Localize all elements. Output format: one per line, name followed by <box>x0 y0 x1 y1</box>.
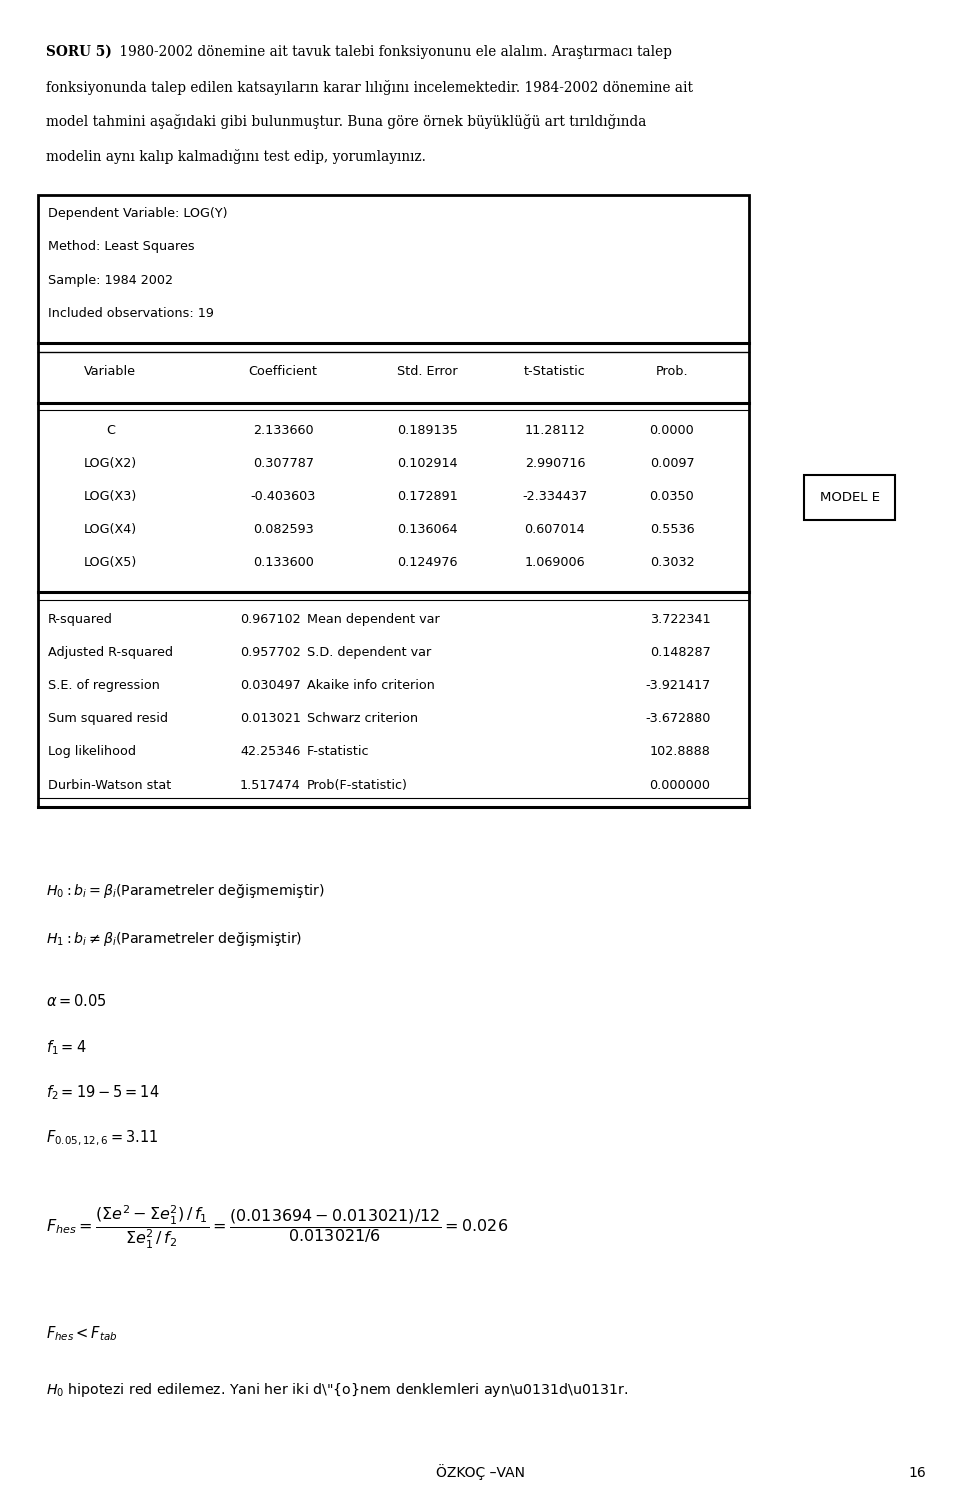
Text: 3.722341: 3.722341 <box>650 613 710 627</box>
Text: LOG(X4): LOG(X4) <box>84 523 137 537</box>
Text: modelin aynı kalıp kalmadığını test edip, yorumlayınız.: modelin aynı kalıp kalmadığını test edip… <box>46 149 426 164</box>
Text: 2.133660: 2.133660 <box>252 424 314 437</box>
Text: Method: Least Squares: Method: Least Squares <box>48 240 195 254</box>
Text: -3.921417: -3.921417 <box>645 679 710 693</box>
Text: Included observations: 19: Included observations: 19 <box>48 307 214 320</box>
Text: Std. Error: Std. Error <box>396 365 458 379</box>
Text: R-squared: R-squared <box>48 613 113 627</box>
Text: 102.8888: 102.8888 <box>650 745 710 759</box>
Text: $f_1 = 4$: $f_1 = 4$ <box>46 1039 86 1057</box>
Text: 0.030497: 0.030497 <box>240 679 300 693</box>
Text: Dependent Variable: LOG(Y): Dependent Variable: LOG(Y) <box>48 207 228 221</box>
Text: -3.672880: -3.672880 <box>645 712 710 726</box>
Text: Sample: 1984 2002: Sample: 1984 2002 <box>48 274 173 287</box>
Text: 0.136064: 0.136064 <box>396 523 458 537</box>
Text: 0.607014: 0.607014 <box>524 523 586 537</box>
Text: $H_1 : b_i \neq \beta_i$(Parametreler değişmiştir): $H_1 : b_i \neq \beta_i$(Parametreler de… <box>46 930 302 948</box>
Text: Schwarz criterion: Schwarz criterion <box>307 712 419 726</box>
Text: Adjusted R-squared: Adjusted R-squared <box>48 646 173 660</box>
Text: $F_{0.05,12,6} = 3.11$: $F_{0.05,12,6} = 3.11$ <box>46 1129 158 1148</box>
Text: 42.25346: 42.25346 <box>240 745 300 759</box>
Text: Mean dependent var: Mean dependent var <box>307 613 440 627</box>
Text: Coefficient: Coefficient <box>249 365 318 379</box>
Text: $f_2 = 19 - 5 = 14$: $f_2 = 19 - 5 = 14$ <box>46 1084 159 1102</box>
Text: 0.3032: 0.3032 <box>650 556 694 570</box>
Text: 0.189135: 0.189135 <box>396 424 458 437</box>
Text: 0.0000: 0.0000 <box>650 424 694 437</box>
Text: t-Statistic: t-Statistic <box>524 365 586 379</box>
Text: 0.082593: 0.082593 <box>252 523 314 537</box>
Text: MODEL E: MODEL E <box>820 491 879 504</box>
Text: F-statistic: F-statistic <box>307 745 370 759</box>
Text: 0.0097: 0.0097 <box>650 457 694 470</box>
Text: Akaike info criterion: Akaike info criterion <box>307 679 435 693</box>
Text: 0.102914: 0.102914 <box>396 457 458 470</box>
Text: 1.069006: 1.069006 <box>524 556 586 570</box>
Text: LOG(X5): LOG(X5) <box>84 556 137 570</box>
Text: $H_0$ hipotezi red edilemez. Yani her iki d\"{o}nem denklemleri ayn\u0131d\u0131: $H_0$ hipotezi red edilemez. Yani her ik… <box>46 1381 628 1399</box>
Text: S.E. of regression: S.E. of regression <box>48 679 160 693</box>
Text: 0.133600: 0.133600 <box>252 556 314 570</box>
Text: Variable: Variable <box>84 365 136 379</box>
Text: Sum squared resid: Sum squared resid <box>48 712 168 726</box>
Text: -2.334437: -2.334437 <box>522 490 588 504</box>
Text: 0.0350: 0.0350 <box>650 490 694 504</box>
FancyBboxPatch shape <box>38 195 749 807</box>
Text: $\alpha = 0.05$: $\alpha = 0.05$ <box>46 993 107 1010</box>
Text: 0.307787: 0.307787 <box>252 457 314 470</box>
Text: 16: 16 <box>909 1467 926 1480</box>
Text: 0.000000: 0.000000 <box>649 779 710 792</box>
Text: SORU 5): SORU 5) <box>46 45 111 59</box>
Text: 11.28112: 11.28112 <box>524 424 586 437</box>
Text: model tahmini aşağıdaki gibi bulunmuştur. Buna göre örnek büyüklüğü art tırıldığ: model tahmini aşağıdaki gibi bulunmuştur… <box>46 114 646 129</box>
Text: 1980-2002 dönemine ait tavuk talebi fonksiyonunu ele alalım. Araştırmacı talep: 1980-2002 dönemine ait tavuk talebi fonk… <box>115 45 672 59</box>
Text: 0.013021: 0.013021 <box>240 712 300 726</box>
Text: S.D. dependent var: S.D. dependent var <box>307 646 431 660</box>
Text: $F_{hes} = \dfrac{(\Sigma e^2 - \Sigma e_1^2)\,/\,f_1}{\Sigma e_1^2\,/\,f_2} = \: $F_{hes} = \dfrac{(\Sigma e^2 - \Sigma e… <box>46 1204 508 1252</box>
Text: 2.990716: 2.990716 <box>524 457 586 470</box>
Text: ÖZKOÇ –VAN: ÖZKOÇ –VAN <box>436 1464 524 1480</box>
Text: LOG(X3): LOG(X3) <box>84 490 137 504</box>
Text: $F_{hes} < F_{tab}$: $F_{hes} < F_{tab}$ <box>46 1324 118 1342</box>
Text: LOG(X2): LOG(X2) <box>84 457 137 470</box>
Text: Durbin-Watson stat: Durbin-Watson stat <box>48 779 171 792</box>
Text: Prob.: Prob. <box>656 365 688 379</box>
Text: -0.403603: -0.403603 <box>251 490 316 504</box>
Text: fonksiyonunda talep edilen katsayıların karar lılığını incelemektedir. 1984-2002: fonksiyonunda talep edilen katsayıların … <box>46 80 693 95</box>
Text: 0.957702: 0.957702 <box>240 646 300 660</box>
Text: 0.172891: 0.172891 <box>396 490 458 504</box>
Text: 0.5536: 0.5536 <box>650 523 694 537</box>
Text: 0.967102: 0.967102 <box>240 613 300 627</box>
Text: $H_0 : b_i = \beta_i$(Parametreler değişmemiştir): $H_0 : b_i = \beta_i$(Parametreler değiş… <box>46 882 324 900</box>
FancyBboxPatch shape <box>804 475 895 520</box>
Text: Log likelihood: Log likelihood <box>48 745 136 759</box>
Text: 1.517474: 1.517474 <box>240 779 300 792</box>
Text: Prob(F-statistic): Prob(F-statistic) <box>307 779 408 792</box>
Text: 0.124976: 0.124976 <box>396 556 458 570</box>
Text: C: C <box>106 424 115 437</box>
Text: 0.148287: 0.148287 <box>650 646 710 660</box>
